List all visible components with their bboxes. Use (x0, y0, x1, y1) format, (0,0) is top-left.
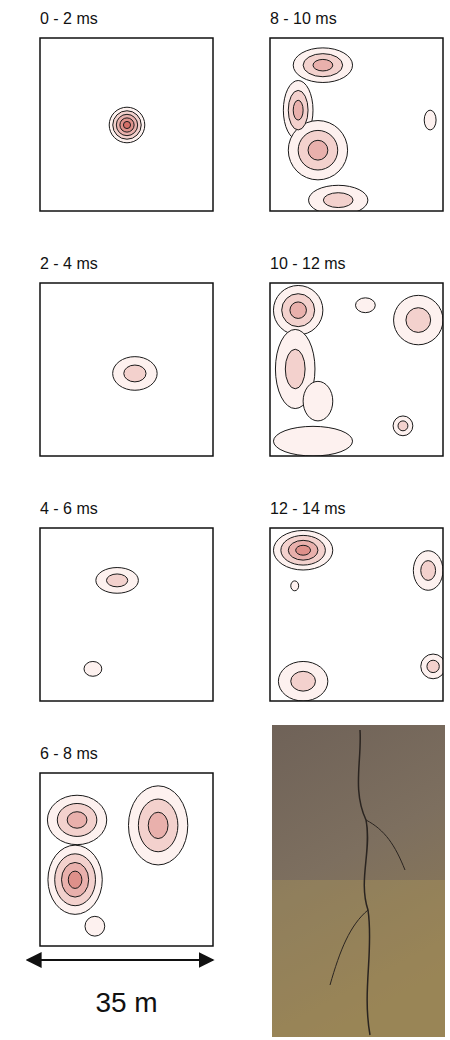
contour-level (278, 661, 327, 701)
contours (113, 357, 157, 391)
contour-level (303, 381, 333, 421)
contour-level (421, 654, 443, 679)
contour-level (309, 185, 368, 211)
contour-level (113, 111, 141, 139)
contour-level (298, 130, 338, 170)
contour-level (281, 535, 325, 565)
contour-level (282, 294, 315, 327)
contour-level (413, 551, 443, 591)
contour-level (406, 308, 431, 333)
panel: 8 - 10 ms (270, 10, 443, 215)
contour-level (148, 812, 168, 838)
contour-level (323, 193, 353, 208)
contour-level (68, 871, 82, 888)
panel: 2 - 4 ms (40, 255, 213, 456)
panel: 0 - 2 ms (40, 10, 213, 211)
plot-frame (270, 528, 443, 701)
panel: 6 - 8 ms (40, 745, 213, 946)
plot-frame (270, 38, 443, 211)
photo-background (272, 725, 445, 1037)
figure: 0 - 2 ms 2 - 4 ms 4 - 6 ms 6 - 8 ms 8 - 10 m… (0, 0, 450, 1040)
contour-level (57, 803, 97, 836)
contour-level (290, 302, 306, 318)
contour-level (62, 862, 89, 897)
panel: 4 - 6 ms (40, 500, 213, 701)
contour-level (48, 845, 102, 914)
photo-crack (330, 820, 405, 985)
contour-level (273, 285, 322, 334)
contour-level (303, 54, 343, 77)
contour-level (124, 365, 146, 382)
contour-level (291, 671, 316, 691)
panel-title: 6 - 8 ms (40, 745, 98, 762)
contour-level (313, 59, 333, 71)
contour-level (398, 421, 408, 431)
scale-bar-label: 35 m (95, 987, 157, 1018)
contours (283, 48, 436, 211)
contour-level (67, 812, 87, 828)
panel: 10 - 12 ms (270, 255, 443, 456)
scale-bar (40, 959, 213, 961)
contour-level (109, 107, 145, 143)
contour-level (106, 574, 127, 587)
contour-level (296, 545, 311, 555)
contour-level (96, 568, 139, 594)
photo (272, 725, 445, 1037)
photo-lighting (272, 880, 445, 1037)
contour-level (421, 561, 436, 581)
contour-level (128, 786, 187, 865)
contour-level (285, 349, 305, 389)
contour-level (288, 90, 308, 130)
panel: 12 - 14 ms (270, 500, 445, 701)
contours (47, 786, 187, 936)
panel-title: 4 - 6 ms (40, 500, 98, 517)
photo-crack (358, 730, 370, 1035)
contour-level (84, 661, 102, 676)
contours (273, 285, 443, 456)
contour-level (427, 660, 439, 672)
panel-title: 2 - 4 ms (40, 255, 98, 272)
contour-level (394, 295, 443, 344)
plot-frame (40, 528, 213, 701)
contour-level (393, 416, 413, 436)
contour-level (293, 100, 303, 120)
panel-title: 12 - 14 ms (270, 500, 346, 517)
contour-level (123, 121, 130, 128)
plot-frame (270, 283, 443, 456)
contours (109, 107, 145, 143)
contours (84, 568, 138, 677)
contour-level (116, 114, 137, 135)
contour-level (113, 357, 157, 391)
contour-level (85, 916, 105, 936)
contour-level (120, 118, 134, 132)
plot-frame (40, 773, 213, 946)
contour-level (291, 581, 299, 591)
contour-level (138, 799, 178, 852)
panel-title: 0 - 2 ms (40, 10, 98, 27)
panel-title: 8 - 10 ms (270, 10, 337, 27)
contours (273, 530, 443, 701)
contour-level (288, 540, 318, 560)
contour-level (356, 298, 376, 313)
contour-level (308, 140, 328, 160)
contour-level (273, 530, 332, 570)
panel-title: 10 - 12 ms (270, 255, 346, 272)
contour-level (424, 110, 436, 130)
contour-level (293, 48, 352, 83)
contour-level (47, 795, 106, 844)
contour-level (55, 854, 96, 906)
plot-frame (40, 283, 213, 456)
plot-frame (40, 38, 213, 211)
contour-level (273, 426, 352, 456)
